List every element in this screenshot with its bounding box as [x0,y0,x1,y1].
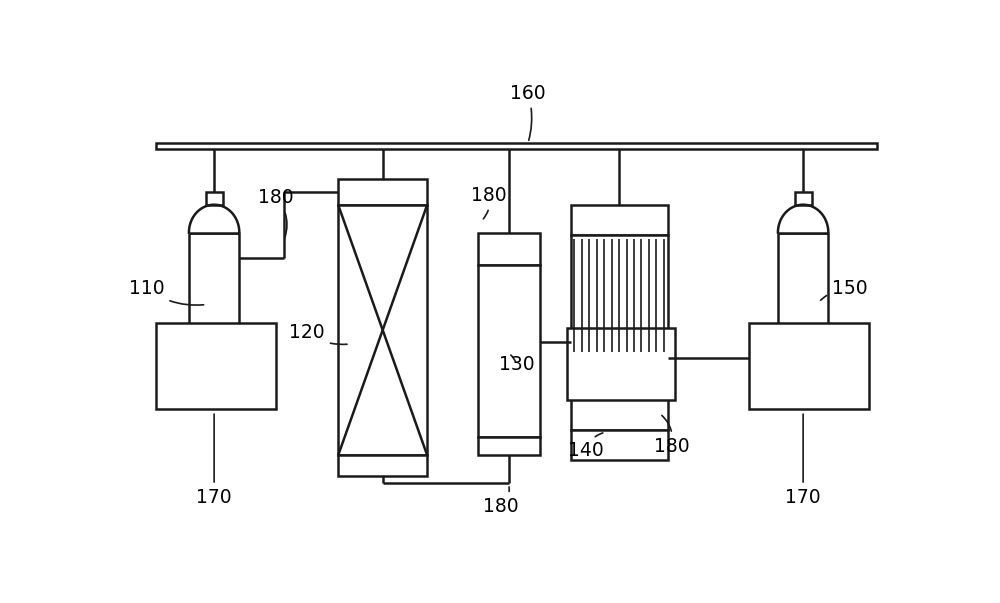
Text: 180: 180 [483,487,519,516]
Text: 160: 160 [510,84,546,140]
Bar [571,204,668,235]
Text: 110: 110 [129,279,204,305]
Bar [778,233,828,335]
Bar [567,328,675,400]
Bar [478,437,540,455]
Text: 150: 150 [821,279,867,300]
Bar [156,143,877,149]
Text: 140: 140 [568,433,604,460]
Bar [338,179,427,204]
Text: 180: 180 [471,186,507,219]
Text: 130: 130 [499,355,534,374]
Bar [571,430,668,460]
Text: 180: 180 [258,188,294,238]
Bar [795,192,812,204]
Bar [156,323,276,409]
Text: 120: 120 [289,323,347,344]
Bar [478,233,540,265]
Text: 170: 170 [196,414,232,507]
Text: 170: 170 [785,414,821,507]
Bar [338,204,427,455]
Text: 180: 180 [654,415,689,456]
Bar [206,192,223,204]
Bar [749,323,869,409]
Bar [571,235,668,430]
Bar [478,265,540,437]
Bar [338,455,427,476]
Bar [189,233,239,335]
